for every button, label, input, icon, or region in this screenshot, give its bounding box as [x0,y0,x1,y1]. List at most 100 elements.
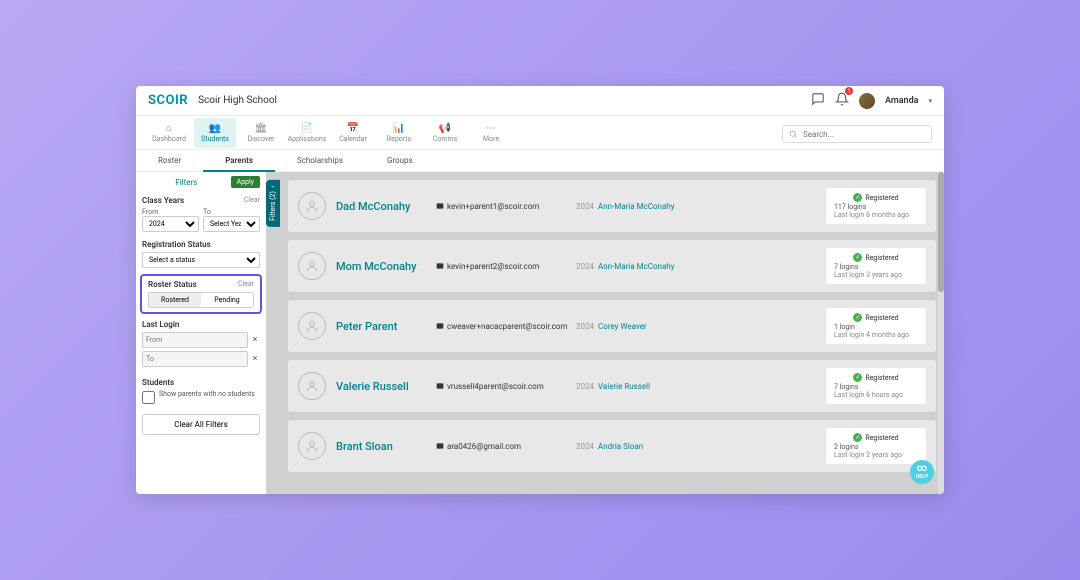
student-link[interactable]: Andria Sloan [598,442,643,451]
from-year-select[interactable]: 2024 [142,216,199,232]
no-students-checkbox-row[interactable]: Show parents with no students [142,390,260,404]
roster-status-clear[interactable]: Clear [238,280,254,289]
top-bar-right: 1 Amanda ▾ [811,91,932,110]
parent-row[interactable]: Brant Sloanara0426@gmail.com2024Andria S… [288,420,936,472]
logins-count: 117 logins [834,203,918,211]
chevron-down-icon[interactable]: ▾ [928,97,932,105]
rostered-button[interactable]: Rostered [149,293,201,307]
document-icon: 📄 [301,123,313,134]
status-text: Registered [865,194,898,202]
filters-toggle[interactable]: Filters (2)‹ [266,180,280,227]
status-text: Registered [865,254,898,262]
search-input[interactable] [782,125,932,143]
logins-count: 7 logins [834,263,918,271]
tab-scholarships[interactable]: Scholarships [275,150,365,171]
nav-comms[interactable]: 📢Comms [424,118,466,148]
logo: SCOIR [148,93,188,108]
parent-name[interactable]: Valerie Russell [336,380,436,393]
top-bar: SCOIR Scoir High School 1 Amanda ▾ [136,86,944,116]
nav-reports[interactable]: 📊Reports [378,118,420,148]
mail-icon [436,442,444,450]
parent-name[interactable]: Brant Sloan [336,440,436,453]
home-icon: ⌂ [166,123,172,134]
parent-name[interactable]: Peter Parent [336,320,436,333]
parent-avatar-icon [298,312,326,340]
roster-toggle: Rostered Pending [148,292,254,308]
last-login: Last login 6 months ago [834,211,918,219]
pending-button[interactable]: Pending [201,293,253,307]
class-years-title: Class Years [142,196,184,205]
parent-row[interactable]: Peter Parentcweaver+nacacparent@scoir.co… [288,300,936,352]
filters-sidebar: Filters Apply Class Years Clear From 202… [136,172,266,494]
search-wrap [782,122,932,144]
class-years-section: Class Years Clear From 2024 To Select Ye… [136,192,266,236]
reg-status-title: Registration Status [142,240,211,249]
no-students-checkbox[interactable] [142,391,155,404]
nav-dashboard[interactable]: ⌂Dashboard [148,118,190,148]
help-label: HELP [916,474,928,480]
user-name[interactable]: Amanda [885,96,918,106]
chevron-left-icon: ‹ [269,186,277,188]
mail-icon [436,322,444,330]
parent-row[interactable]: Dad McConahykevin+parent1@scoir.com2024A… [288,180,936,232]
parent-name[interactable]: Mom McConahy [336,260,436,273]
from-label: From [142,208,199,216]
reg-status-section: Registration Status Select a status [136,236,266,272]
status-text: Registered [865,314,898,322]
nav-calendar[interactable]: 📅Calendar [332,118,374,148]
clear-to-icon[interactable]: × [250,354,260,364]
parent-student: 2024Corey Weaver [576,322,696,331]
last-login-section: Last Login × × [136,316,266,374]
parent-avatar-icon [298,192,326,220]
clear-from-icon[interactable]: × [250,335,260,345]
tab-roster[interactable]: Roster [136,150,203,171]
parent-row[interactable]: Mom McConahykevin+parent2@scoir.com2024A… [288,240,936,292]
to-label: To [203,208,260,216]
report-icon: 📊 [393,123,405,134]
last-login: Last login 6 hours ago [834,391,918,399]
nav-applications[interactable]: 📄Applications [286,118,328,148]
nav-more[interactable]: ⋯More [470,118,512,148]
reg-status-select[interactable]: Select a status [142,252,260,268]
class-years-clear[interactable]: Clear [244,196,260,205]
parent-avatar-icon [298,432,326,460]
scrollbar[interactable] [938,172,944,494]
parent-email: cweaver+nacacparent@scoir.com [436,322,576,331]
tab-groups[interactable]: Groups [365,150,435,171]
parent-name[interactable]: Dad McConahy [336,200,436,213]
logins-count: 1 login [834,323,918,331]
student-link[interactable]: Ann-Maria McConahy [598,202,675,211]
student-link[interactable]: Valerie Russell [598,382,650,391]
nav-bar: ⌂Dashboard 👥Students 🏛Discover 📄Applicat… [136,116,944,150]
parent-avatar-icon [298,372,326,400]
notification-badge: 1 [845,87,853,95]
help-button[interactable]: ∞ HELP [910,460,934,484]
mail-icon [436,202,444,210]
nav-discover[interactable]: 🏛Discover [240,118,282,148]
parent-email: kevin+parent1@scoir.com [436,202,576,211]
avatar[interactable] [859,93,875,109]
parent-row[interactable]: Valerie Russellvrussell4parent@scoir.com… [288,360,936,412]
filters-header: Filters Apply [136,172,266,192]
nav-students[interactable]: 👥Students [194,118,236,148]
student-link[interactable]: Corey Weaver [598,322,647,331]
last-login-from[interactable] [142,332,248,348]
chat-icon[interactable] [811,91,825,110]
tab-parents[interactable]: Parents [203,150,275,171]
check-icon: ✓ [853,433,862,442]
to-year-select[interactable]: Select Year [203,216,260,232]
apply-button[interactable]: Apply [231,176,260,188]
check-icon: ✓ [853,313,862,322]
logins-count: 2 logins [834,443,918,451]
bell-icon[interactable]: 1 [835,91,849,110]
parent-list: Dad McConahykevin+parent1@scoir.com2024A… [274,180,936,472]
status-card: ✓Registered117 loginsLast login 6 months… [826,188,926,224]
last-login-to[interactable] [142,351,248,367]
student-link[interactable]: Ann-Maria McConahy [598,262,675,271]
clear-all-button[interactable]: Clear All Filters [142,414,260,435]
no-students-label: Show parents with no students [159,390,255,398]
status-text: Registered [865,374,898,382]
logins-count: 7 logins [834,383,918,391]
students-title: Students [142,378,174,387]
scrollbar-thumb[interactable] [938,172,944,292]
